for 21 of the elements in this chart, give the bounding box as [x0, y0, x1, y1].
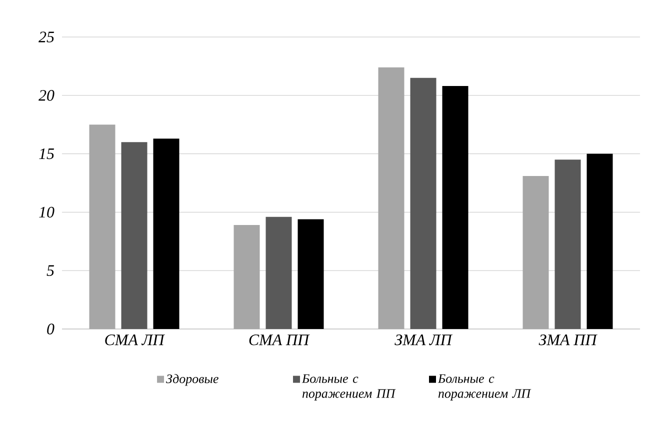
bar [586, 154, 613, 329]
y-tick-label: 25 [38, 32, 54, 42]
y-tick-label: 0 [47, 324, 54, 334]
x-tick-label: ЗМА ЛП [394, 334, 453, 346]
bar [554, 160, 581, 329]
y-tick-label: 15 [39, 148, 54, 160]
y-tick-label: 5 [46, 265, 54, 276]
bar [121, 142, 148, 329]
bar [266, 216, 292, 329]
bar [153, 138, 180, 329]
x-tick-label: СМА ЛП [105, 334, 165, 346]
y-tick-label: 10 [39, 206, 54, 218]
bar [442, 86, 468, 329]
bar [410, 78, 436, 329]
legend-label: Больные с поражением ЛП [438, 374, 532, 400]
x-tick-label: ЗМА ПП [538, 334, 598, 346]
legend-label: Здоровые [166, 374, 218, 386]
y-tick-label: 20 [38, 90, 54, 101]
legend-label: Больные с поражением ПП [302, 374, 396, 400]
x-tick-label: СМА ПП [249, 334, 310, 346]
bar [298, 219, 324, 329]
